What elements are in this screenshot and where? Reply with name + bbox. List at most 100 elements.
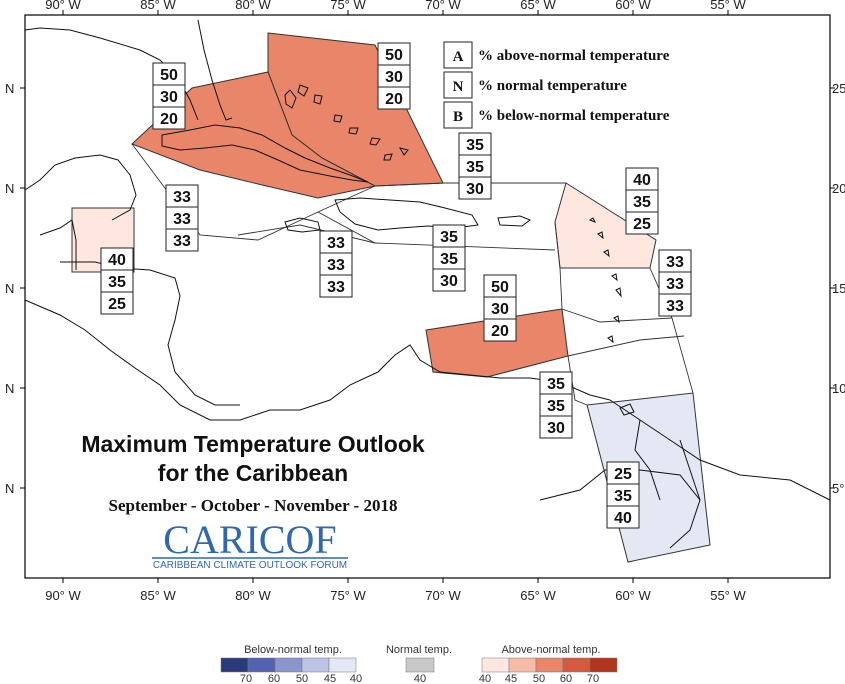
normal-value: 35 (633, 194, 651, 211)
normal-scale-tick: 40 (414, 673, 426, 684)
lat-label-right: 15 (832, 281, 845, 296)
above-value: 35 (466, 137, 484, 154)
scale-swatch (406, 658, 434, 672)
below-scale-swatches (221, 658, 356, 672)
probability-box: 40 35 25 (626, 168, 658, 234)
below-scale-tick: 70 (240, 673, 252, 684)
scale-swatch (329, 658, 356, 672)
lon-label-top: 55° W (710, 0, 746, 12)
lon-label-bottom: 55° W (710, 588, 746, 603)
lon-label-top: 65° W (520, 0, 556, 12)
probability-box: 25 35 40 (607, 462, 639, 528)
above-scale-swatches (482, 658, 617, 672)
lat-label-left: N (5, 81, 14, 96)
below-value: 30 (547, 420, 565, 437)
lon-label-bottom: 65° W (520, 588, 556, 603)
key-letter: B (453, 109, 463, 125)
normal-value: 30 (491, 301, 509, 318)
lon-label-bottom: 85° W (140, 588, 176, 603)
normal-value: 35 (547, 398, 565, 415)
above-scale-tick: 50 (533, 673, 545, 684)
logo-subtitle: CARIBBEAN CLIMATE OUTLOOK FORUM (153, 560, 347, 571)
bottom-longitude-labels: 90° W 85° W 80° W 75° W 70° W 65° W 60° … (45, 588, 746, 603)
below-value: 20 (385, 91, 403, 108)
left-latitude-labels: N N N N N (5, 81, 14, 496)
above-scale-tick: 60 (560, 673, 572, 684)
below-value: 33 (327, 279, 345, 296)
above-value: 35 (440, 229, 458, 246)
lat-label-left: N (5, 381, 14, 396)
lat-label-right: 25 (832, 81, 845, 96)
above-value: 33 (327, 235, 345, 252)
normal-scale-title: Normal temp. (386, 644, 452, 656)
below-scale-tick: 50 (296, 673, 308, 684)
probability-box: 50 30 20 (378, 43, 410, 109)
above-scale-title: Above-normal temp. (501, 644, 600, 656)
below-value: 40 (614, 510, 632, 527)
above-value: 33 (173, 189, 191, 206)
above-value: 40 (108, 252, 126, 269)
lon-label-top: 70° W (425, 0, 461, 12)
normal-value: 30 (385, 69, 403, 86)
scale-swatch (509, 658, 536, 672)
below-value: 33 (666, 298, 684, 315)
above-value: 50 (491, 279, 509, 296)
caricof-logo: CARICOF CARIBBEAN CLIMATE OUTLOOK FORUM (152, 517, 348, 571)
key-description: % below-normal temperature (478, 108, 670, 124)
below-value: 20 (160, 111, 178, 128)
key-description: % normal temperature (478, 78, 627, 94)
top-longitude-labels: 90° W 85° W 80° W 75° W 70° W 65° W 60° … (45, 0, 746, 12)
forecast-period: September - October - November - 2018 (109, 496, 398, 515)
scale-swatch (590, 658, 617, 672)
above-scale-tick: 70 (587, 673, 599, 684)
right-latitude-labels: 25 20 15 10 5° (832, 81, 845, 496)
scale-swatch (221, 658, 248, 672)
lon-label-top: 60° W (615, 0, 651, 12)
normal-value: 35 (466, 159, 484, 176)
scale-swatch (563, 658, 590, 672)
key-description: % above-normal temperature (478, 48, 670, 64)
probability-box: 33 33 33 (659, 250, 691, 316)
lat-label-right: 10 (832, 381, 845, 396)
normal-value: 33 (173, 211, 191, 228)
lon-label-bottom: 90° W (45, 588, 81, 603)
below-scale-tick: 45 (324, 673, 336, 684)
below-value: 33 (173, 233, 191, 250)
map-frame (25, 15, 830, 578)
lat-label-left: N (5, 281, 14, 296)
below-scale-tick: 40 (350, 673, 362, 684)
color-scale-legend: Below-normal temp. Normal temp. Above-no… (221, 644, 617, 684)
title-line-2: for the Caribbean (158, 460, 348, 486)
probability-box: 33 33 33 (320, 231, 352, 297)
probability-box: 35 35 30 (433, 225, 465, 291)
below-value: 25 (108, 296, 126, 313)
scale-swatch (536, 658, 563, 672)
probability-box: 50 30 20 (153, 63, 185, 129)
lon-label-top: 80° W (235, 0, 271, 12)
lon-label-top: 75° W (330, 0, 366, 12)
normal-value: 33 (327, 257, 345, 274)
probability-box: 33 33 33 (166, 185, 198, 251)
probability-box: 40 35 25 (101, 248, 133, 314)
normal-value: 30 (160, 89, 178, 106)
normal-value: 33 (666, 276, 684, 293)
lon-label-top: 90° W (45, 0, 81, 12)
above-value: 33 (666, 254, 684, 271)
below-value: 30 (440, 273, 458, 290)
normal-value: 35 (614, 488, 632, 505)
below-value: 20 (491, 323, 509, 340)
scale-swatch (482, 658, 509, 672)
above-value: 35 (547, 376, 565, 393)
above-scale-tick: 40 (479, 673, 491, 684)
lat-label-left: N (5, 181, 14, 196)
lat-label-right: 5° (832, 481, 844, 496)
scale-swatch (248, 658, 275, 672)
above-scale-tick: 45 (505, 673, 517, 684)
probability-box: 50 30 20 (484, 275, 516, 341)
title-line-1: Maximum Temperature Outlook (81, 431, 425, 457)
lon-label-bottom: 75° W (330, 588, 366, 603)
lon-label-bottom: 70° W (425, 588, 461, 603)
lat-label-right: 20 (832, 181, 845, 196)
normal-scale-swatch (406, 658, 434, 672)
